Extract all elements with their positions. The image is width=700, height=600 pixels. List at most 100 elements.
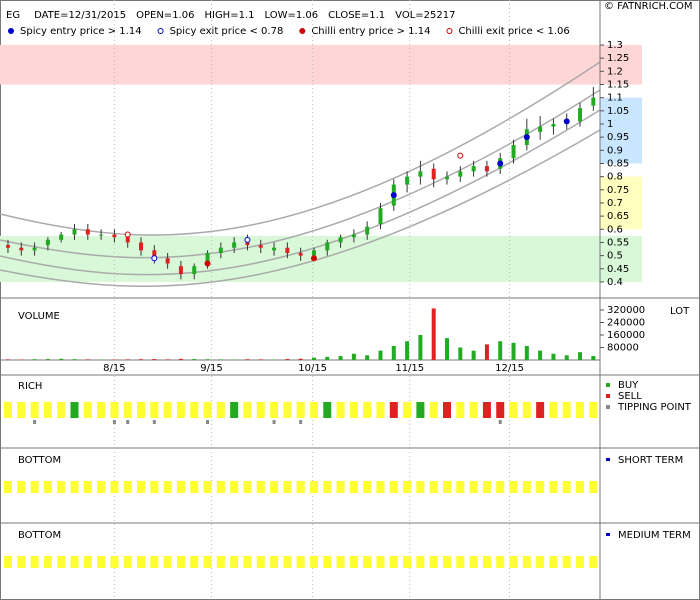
candle-body <box>591 97 596 106</box>
tipping-marker <box>126 420 130 424</box>
volume-bar <box>45 359 50 360</box>
rich-bar <box>323 402 332 418</box>
bottom-bar <box>190 556 199 568</box>
bottom-legend-label: SHORT TERM <box>618 455 683 466</box>
volume-bar <box>325 356 330 360</box>
signal-marker <box>244 236 251 243</box>
candle-body <box>325 242 330 251</box>
x-tick-label: 9/15 <box>200 363 222 374</box>
legend-marker <box>299 28 306 34</box>
rich-bar <box>123 402 132 418</box>
bottom-title: BOTTOM <box>18 455 61 466</box>
y-tick-label: 1.25 <box>607 53 629 64</box>
tipping-marker <box>112 420 116 424</box>
y-tick-label: 0.6 <box>607 224 623 235</box>
candle-body <box>45 239 50 246</box>
rich-bar <box>30 402 39 418</box>
bottom-bar <box>336 556 345 568</box>
channel-bands <box>0 61 601 288</box>
volume-bar <box>365 355 370 360</box>
y-tick-label: 0.4 <box>607 277 623 288</box>
rich-title: RICH <box>18 381 42 392</box>
rich-bar <box>270 402 279 418</box>
bottom-bar <box>17 481 26 493</box>
rich-bar <box>389 402 398 418</box>
tipping-marker <box>33 420 37 424</box>
bottom-bar <box>163 556 172 568</box>
rich-legend-label: TIPPING POINT <box>617 402 692 413</box>
bottom-bar <box>243 556 252 568</box>
legend-marker <box>157 28 164 34</box>
bottom-bar <box>389 481 398 493</box>
volume-bar <box>524 345 529 360</box>
bottom-bar <box>363 481 372 493</box>
candle-body <box>19 247 24 251</box>
candle-body <box>165 258 170 264</box>
volume-bar <box>298 358 303 360</box>
rich-bar <box>469 402 478 418</box>
y-tick-label: 1.1 <box>607 93 623 104</box>
rich-bar <box>243 402 252 418</box>
candle-body <box>112 234 117 238</box>
rich-bar <box>456 402 465 418</box>
header-field: LOW=1.06 <box>265 10 319 21</box>
rich-bar <box>429 402 438 418</box>
volume-bar <box>578 352 583 360</box>
bottom-bar <box>576 481 585 493</box>
bottom-bar <box>309 556 318 568</box>
volume-bar <box>258 359 263 360</box>
legend-label: Chilli entry price > 1.14 <box>311 26 430 37</box>
volume-bar <box>205 359 210 360</box>
v-tick-label: 160000 <box>607 330 645 341</box>
y-tick-label: 0.45 <box>607 264 629 275</box>
bottom-bar <box>589 481 598 493</box>
bottom-bar <box>456 481 465 493</box>
y-tick-label: 0.55 <box>607 237 629 248</box>
bottom-bar <box>456 556 465 568</box>
candle-body <box>471 166 476 172</box>
candle-body <box>32 247 37 251</box>
volume-bar <box>445 338 450 360</box>
bottom-bar <box>509 556 518 568</box>
bottom-bar <box>576 556 585 568</box>
volume-bar <box>564 355 569 360</box>
tipping-marker <box>299 420 303 424</box>
bottom-bar <box>469 556 478 568</box>
bottom-bar <box>536 556 545 568</box>
bottom-bar <box>496 556 505 568</box>
volume-bar <box>285 359 290 360</box>
rich-bar <box>57 402 66 418</box>
y-tick-label: 0.8 <box>607 172 623 183</box>
signal-marker <box>457 152 464 159</box>
bottom-bar <box>522 481 531 493</box>
header-field: CLOSE=1.1 <box>328 10 385 21</box>
bottom-bar <box>230 556 239 568</box>
bottom-bar <box>70 556 79 568</box>
bottom-bar <box>336 481 345 493</box>
candle-body <box>99 234 104 236</box>
candle-body <box>405 176 410 185</box>
candle-body <box>365 226 370 235</box>
candle-body <box>139 242 144 251</box>
candle-body <box>338 237 343 243</box>
rich-bar <box>70 402 79 418</box>
tipping-marker <box>152 420 156 424</box>
rich-bar <box>43 402 52 418</box>
candle-body <box>5 245 10 248</box>
bottom-bar <box>137 556 146 568</box>
bottom-bar <box>403 481 412 493</box>
volume-bar <box>484 344 489 360</box>
bottom-bar <box>150 481 159 493</box>
candle-body <box>152 250 157 259</box>
volume-bar <box>418 335 423 360</box>
bottom-bar <box>97 481 106 493</box>
bottom-bar <box>443 481 452 493</box>
header-field: OPEN=1.06 <box>136 10 194 21</box>
legend-marker <box>446 28 453 34</box>
bottom-bar <box>256 556 265 568</box>
candle-body <box>378 208 383 225</box>
header-field: EG <box>6 10 20 21</box>
candle-body <box>458 171 463 177</box>
signal-marker <box>204 260 211 267</box>
